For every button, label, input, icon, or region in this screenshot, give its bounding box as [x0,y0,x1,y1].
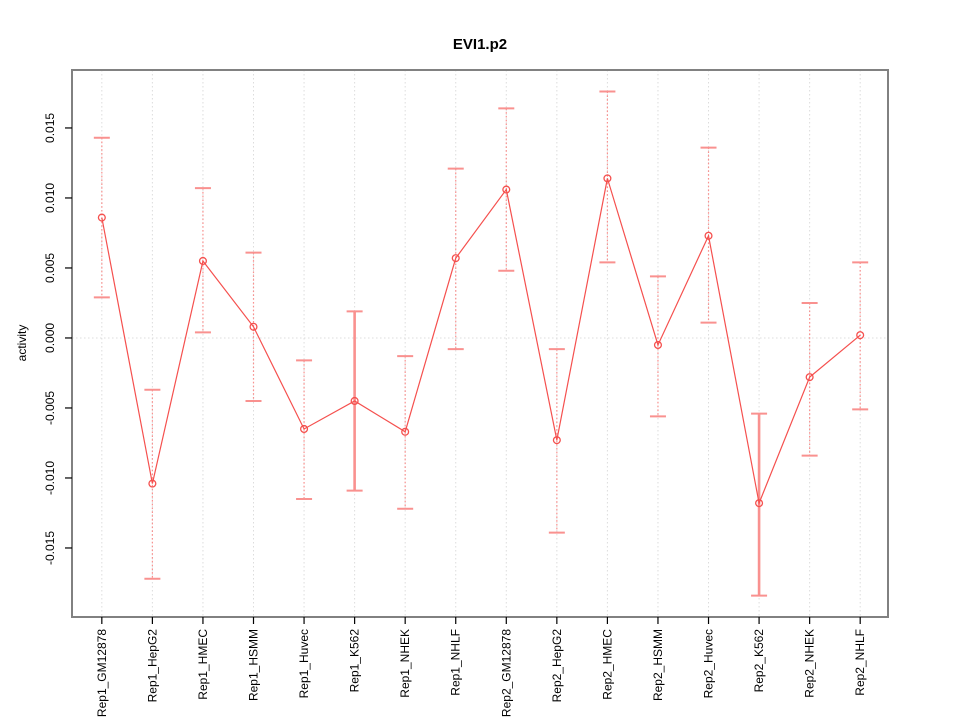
x-tick-label: Rep2_HSMM [651,629,665,701]
errorbar-layer [93,90,869,597]
data-point [552,436,561,445]
y-tick-label: 0.005 [43,253,57,283]
chart-title: EVI1.p2 [453,36,507,53]
data-point [653,340,663,350]
data-point [198,256,207,266]
x-tick-label: Rep1_HepG2 [145,629,159,703]
x-tick-label: Rep1_GM12878 [95,629,109,717]
y-tick-label: -0.005 [43,391,57,425]
x-tick-label: Rep2_HepG2 [550,629,564,703]
data-point [401,427,410,436]
data-point [755,499,764,508]
y-axis-label: activity [15,325,29,362]
data-line [101,178,861,506]
data-point [451,254,460,263]
x-tick-label: Rep1_HSMM [247,629,261,701]
x-tick-label: Rep1_NHLF [449,629,463,696]
x-tick-label: Rep2_HMEC [600,629,614,700]
x-tick-label: Rep1_K562 [348,629,362,693]
plot-border [71,69,889,618]
data-point [805,373,814,382]
data-point [97,213,106,222]
x-tick-label: Rep2_GM12878 [499,629,513,717]
x-tick-label: Rep1_NHEK [398,629,412,698]
series-layer [97,174,865,508]
data-point [350,396,359,406]
axis-layer: 0.015 0.010 0.005 0.000 -0.005 -0.010 -0.015 Re… [43,69,889,717]
data-point [148,479,157,488]
y-tick-label: 0.015 [43,113,57,143]
x-tick-label: Rep2_NHLF [853,629,867,696]
y-tick-label: -0.015 [43,531,57,565]
y-tick-label: 0.010 [43,183,57,213]
data-point [249,322,258,331]
x-tick-label: Rep2_Huvec [702,629,716,698]
x-tick-label: Rep2_NHEK [803,629,817,698]
data-point [704,231,713,240]
x-tick-label: Rep1_HMEC [196,629,210,700]
data-point [502,185,511,194]
x-tick-label: Rep1_Huvec [297,629,311,698]
y-tick-label: -0.010 [43,461,57,495]
data-point [856,331,865,340]
y-tick-label: 0.000 [43,323,57,353]
grid-layer [72,70,888,617]
data-point [300,424,309,434]
x-tick-label: Rep2_K562 [752,629,766,693]
data-point [603,174,612,183]
